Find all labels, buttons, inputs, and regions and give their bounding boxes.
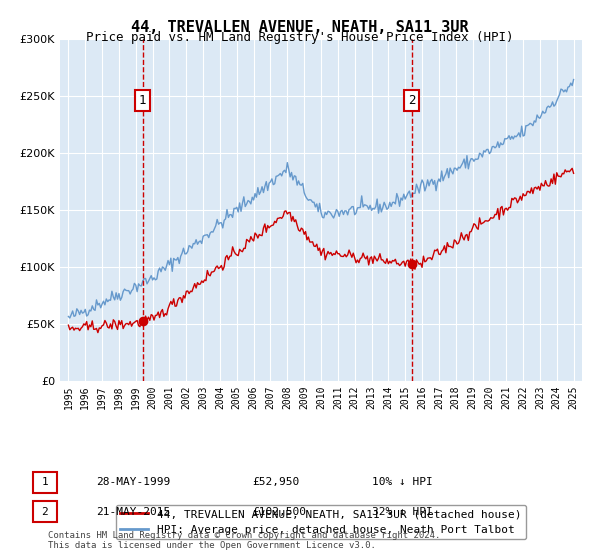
Text: Price paid vs. HM Land Registry's House Price Index (HPI): Price paid vs. HM Land Registry's House … [86, 31, 514, 44]
Text: 1: 1 [139, 94, 146, 107]
Text: 2: 2 [408, 94, 416, 107]
Text: 28-MAY-1999: 28-MAY-1999 [96, 477, 170, 487]
Text: 1: 1 [41, 477, 49, 487]
Text: 32% ↓ HPI: 32% ↓ HPI [372, 507, 433, 517]
Text: Contains HM Land Registry data © Crown copyright and database right 2024.
This d: Contains HM Land Registry data © Crown c… [48, 530, 440, 550]
Text: 10% ↓ HPI: 10% ↓ HPI [372, 477, 433, 487]
Text: 2: 2 [41, 507, 49, 517]
Text: £102,500: £102,500 [252, 507, 306, 517]
Text: 44, TREVALLEN AVENUE, NEATH, SA11 3UR: 44, TREVALLEN AVENUE, NEATH, SA11 3UR [131, 20, 469, 35]
Text: 21-MAY-2015: 21-MAY-2015 [96, 507, 170, 517]
Legend: 44, TREVALLEN AVENUE, NEATH, SA11 3UR (detached house), HPI: Average price, deta: 44, TREVALLEN AVENUE, NEATH, SA11 3UR (d… [116, 505, 526, 539]
Text: £52,950: £52,950 [252, 477, 299, 487]
